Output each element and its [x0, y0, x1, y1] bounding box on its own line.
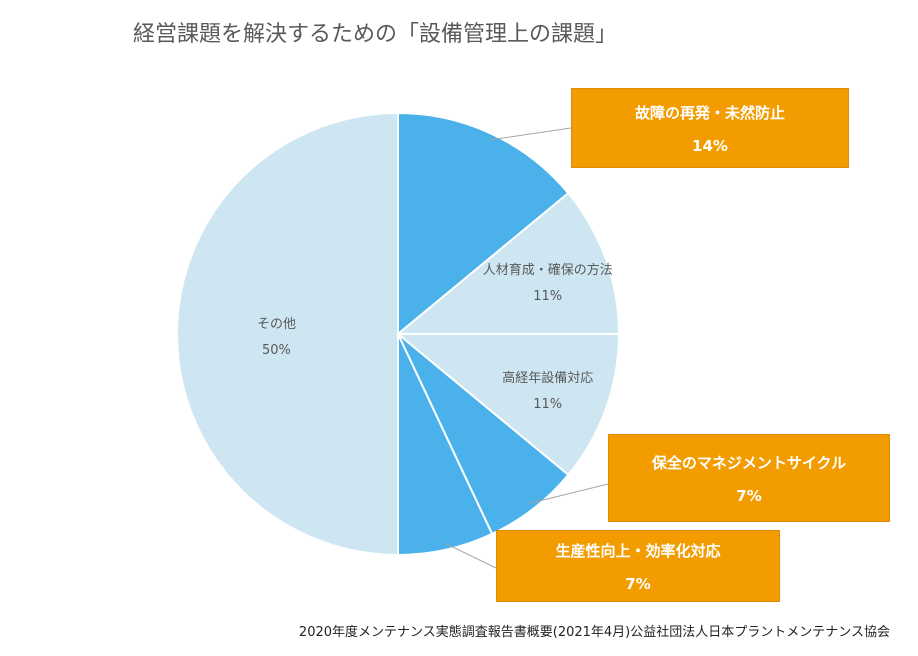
slice-value-2: 11%	[533, 397, 562, 412]
callout-label: 故障の再発・未然防止	[634, 103, 785, 122]
callout-value: 7%	[736, 486, 762, 505]
callout-3: 保全のマネジメントサイクル 7%	[608, 434, 890, 522]
pie-slice-0	[397, 111, 570, 337]
chart-title: 経営課題を解決するための「設備管理上の課題」	[133, 22, 618, 47]
slice-label-5: その他	[257, 317, 296, 332]
pie-slice-5	[176, 111, 399, 557]
pie-slice-2	[395, 333, 621, 477]
slice-value-5: 50%	[262, 343, 291, 358]
slice-label-2: 高経年設備対応	[502, 370, 593, 386]
callout-0: 故障の再発・未然防止 14%	[571, 88, 849, 168]
callout-value: 14%	[692, 136, 728, 155]
leader-lines	[444, 127, 609, 569]
slice-label-1: 人材育成・確保の方法	[483, 262, 613, 278]
source-note: 2020年度メンテナンス実態調査報告書概要(2021年4月)公益社団法人日本プラ…	[298, 625, 890, 640]
inside-labels: 人材育成・確保の方法 11% 高経年設備対応 11% その他 50%	[257, 262, 613, 412]
callout-value: 7%	[625, 574, 651, 593]
callout-4: 生産性向上・効率化対応 7%	[496, 530, 780, 602]
pie-slices	[176, 111, 621, 557]
pie-slice-1	[395, 191, 621, 335]
leader-line-4	[444, 542, 497, 569]
slice-value-1: 11%	[533, 289, 562, 304]
leader-line-3	[529, 483, 609, 504]
leader-line-0	[489, 127, 572, 141]
callout-label: 保全のマネジメントサイクル	[651, 453, 847, 472]
callout-label: 生産性向上・効率化対応	[555, 541, 721, 560]
